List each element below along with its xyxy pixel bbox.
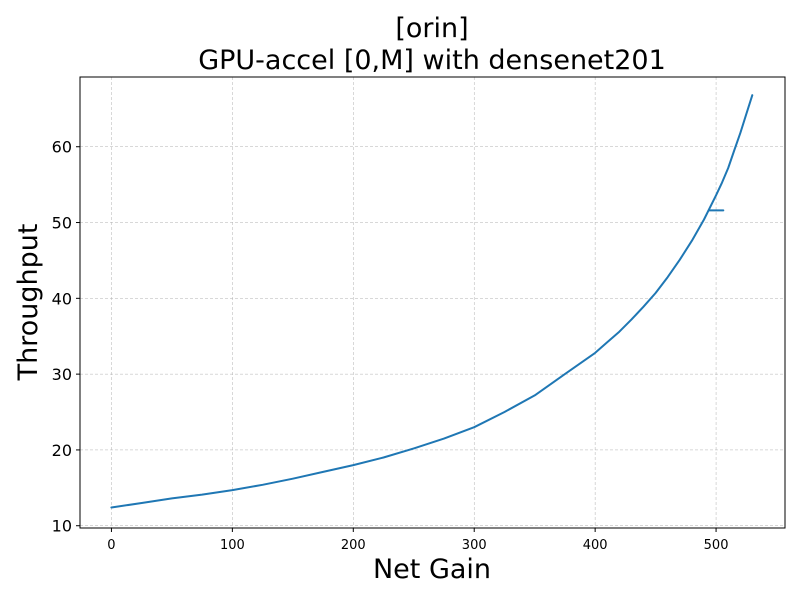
x-tick-label: 0 [107,538,115,553]
y-tick-label: 40 [52,289,72,308]
series-line-0 [110,94,754,509]
x-tick-label: 500 [704,538,729,553]
plot-area-frame [79,76,786,529]
y-tick-label: 30 [52,365,72,384]
plot-lines [110,94,754,509]
x-tick-label: 300 [462,538,487,553]
y-tick-label: 60 [52,138,72,157]
chart-title-line2: GPU-accel [0,M] with densenet201 [198,45,666,76]
chart-title-line1: [orin] [395,13,468,44]
axis-ticks: 0 100 200 300 400 500 10 20 30 40 50 60 [52,138,729,553]
x-tick-label: 100 [220,538,245,553]
grid [80,77,785,528]
y-tick-label: 20 [52,441,72,460]
x-tick-label: 400 [583,538,608,553]
y-tick-label: 10 [52,517,72,536]
y-tick-label: 50 [52,214,72,233]
y-axis-label: Throughput [13,224,44,382]
x-tick-label: 200 [341,538,366,553]
x-axis-label: Net Gain [373,554,491,585]
